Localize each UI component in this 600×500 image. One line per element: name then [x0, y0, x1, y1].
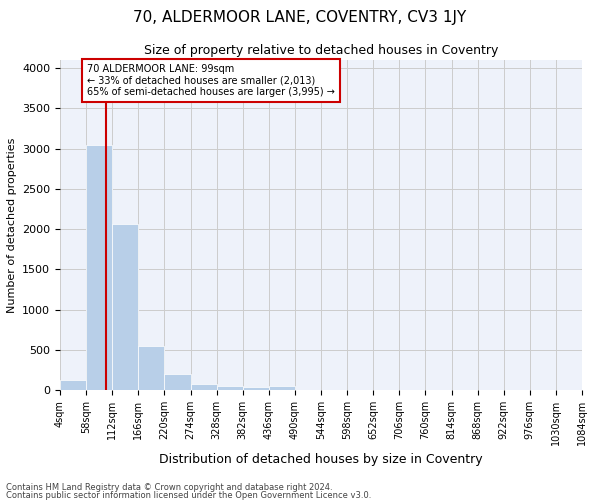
X-axis label: Distribution of detached houses by size in Coventry: Distribution of detached houses by size … [159, 454, 483, 466]
Bar [269, 386, 295, 390]
Bar [164, 374, 191, 390]
Text: Contains HM Land Registry data © Crown copyright and database right 2024.: Contains HM Land Registry data © Crown c… [6, 484, 332, 492]
Bar [60, 380, 86, 390]
Y-axis label: Number of detached properties: Number of detached properties [7, 138, 17, 312]
Bar [139, 346, 164, 390]
Text: Contains public sector information licensed under the Open Government Licence v3: Contains public sector information licen… [6, 490, 371, 500]
Bar [112, 224, 139, 390]
Text: 70 ALDERMOOR LANE: 99sqm
← 33% of detached houses are smaller (2,013)
65% of sem: 70 ALDERMOOR LANE: 99sqm ← 33% of detach… [87, 64, 335, 97]
Bar [217, 386, 242, 390]
Text: 70, ALDERMOOR LANE, COVENTRY, CV3 1JY: 70, ALDERMOOR LANE, COVENTRY, CV3 1JY [133, 10, 467, 25]
Bar [86, 144, 112, 390]
Bar [191, 384, 217, 390]
Title: Size of property relative to detached houses in Coventry: Size of property relative to detached ho… [144, 44, 498, 58]
Bar [242, 387, 269, 390]
